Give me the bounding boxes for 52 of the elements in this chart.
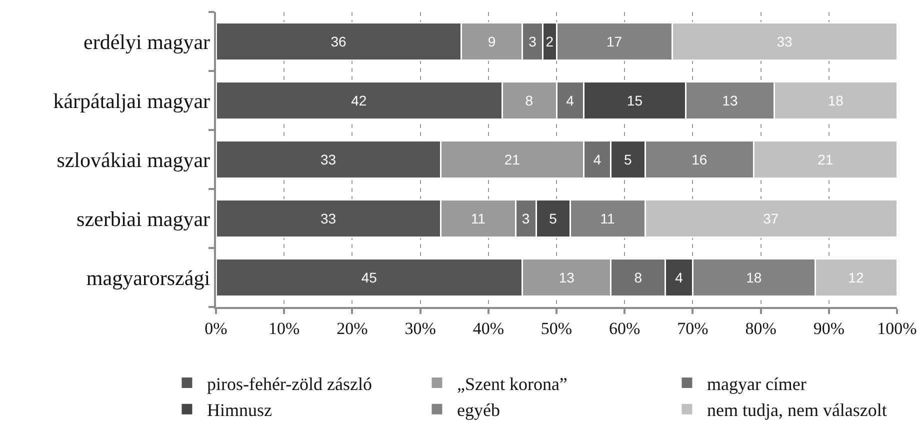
data-label: 2 xyxy=(546,34,554,50)
data-label: 12 xyxy=(848,270,864,286)
data-label: 45 xyxy=(361,270,378,286)
data-label: 16 xyxy=(692,152,708,168)
data-label: 18 xyxy=(746,270,762,286)
x-tick-label: 20% xyxy=(336,319,368,338)
data-label: 8 xyxy=(525,92,534,109)
y-tick-label: kárpátaljai magyar xyxy=(53,88,210,113)
x-tick-label: 10% xyxy=(268,319,300,338)
data-label: 11 xyxy=(470,210,486,227)
data-label: 4 xyxy=(566,92,574,109)
x-tick-label: 60% xyxy=(609,319,640,338)
data-label: 42 xyxy=(351,92,367,109)
data-label: 36 xyxy=(330,34,346,50)
x-tick-label: 0% xyxy=(204,319,228,338)
legend-label: piros-fehér-zöld zászló xyxy=(206,374,372,394)
y-tick-label: magyarországi xyxy=(86,266,210,290)
x-tick-label: 40% xyxy=(472,319,504,338)
data-label: 4 xyxy=(675,270,684,286)
data-label: 33 xyxy=(320,152,336,168)
legend-label: „Szent korona” xyxy=(456,374,568,394)
data-label: 21 xyxy=(818,152,834,168)
data-label: 13 xyxy=(722,92,738,109)
data-label: 18 xyxy=(828,92,844,109)
y-tick-label: szerbiai magyar xyxy=(76,206,210,231)
data-label: 21 xyxy=(504,152,520,168)
data-label: 17 xyxy=(606,34,622,50)
data-label: 4 xyxy=(593,152,602,168)
data-label: 13 xyxy=(558,270,575,286)
data-label: 3 xyxy=(528,34,537,50)
data-label: 37 xyxy=(763,210,779,227)
data-label: 33 xyxy=(320,210,336,227)
y-tick-label: szlovákiai magyar xyxy=(56,148,210,172)
x-tick-label: 90% xyxy=(813,319,844,338)
data-label: 15 xyxy=(626,92,643,109)
data-label: 3 xyxy=(522,210,530,227)
data-label: 9 xyxy=(488,34,496,50)
data-label: 11 xyxy=(600,210,615,227)
legend-label: magyar címer xyxy=(706,374,806,394)
y-tick-label: erdélyi magyar xyxy=(84,30,210,54)
legend-label: nem tudja, nem válaszolt xyxy=(706,400,887,420)
data-label: 33 xyxy=(776,34,793,50)
data-label: 5 xyxy=(624,152,632,168)
data-label: 5 xyxy=(549,210,558,227)
x-tick-label: 80% xyxy=(745,319,776,338)
x-tick-label: 100% xyxy=(877,319,917,338)
legend-label: egyéb xyxy=(456,400,500,420)
x-tick-label: 70% xyxy=(677,319,708,338)
x-tick-label: 30% xyxy=(404,319,436,338)
legend-label: Himnusz xyxy=(206,400,272,420)
x-tick-label: 50% xyxy=(540,319,572,338)
data-label: 8 xyxy=(634,270,642,286)
